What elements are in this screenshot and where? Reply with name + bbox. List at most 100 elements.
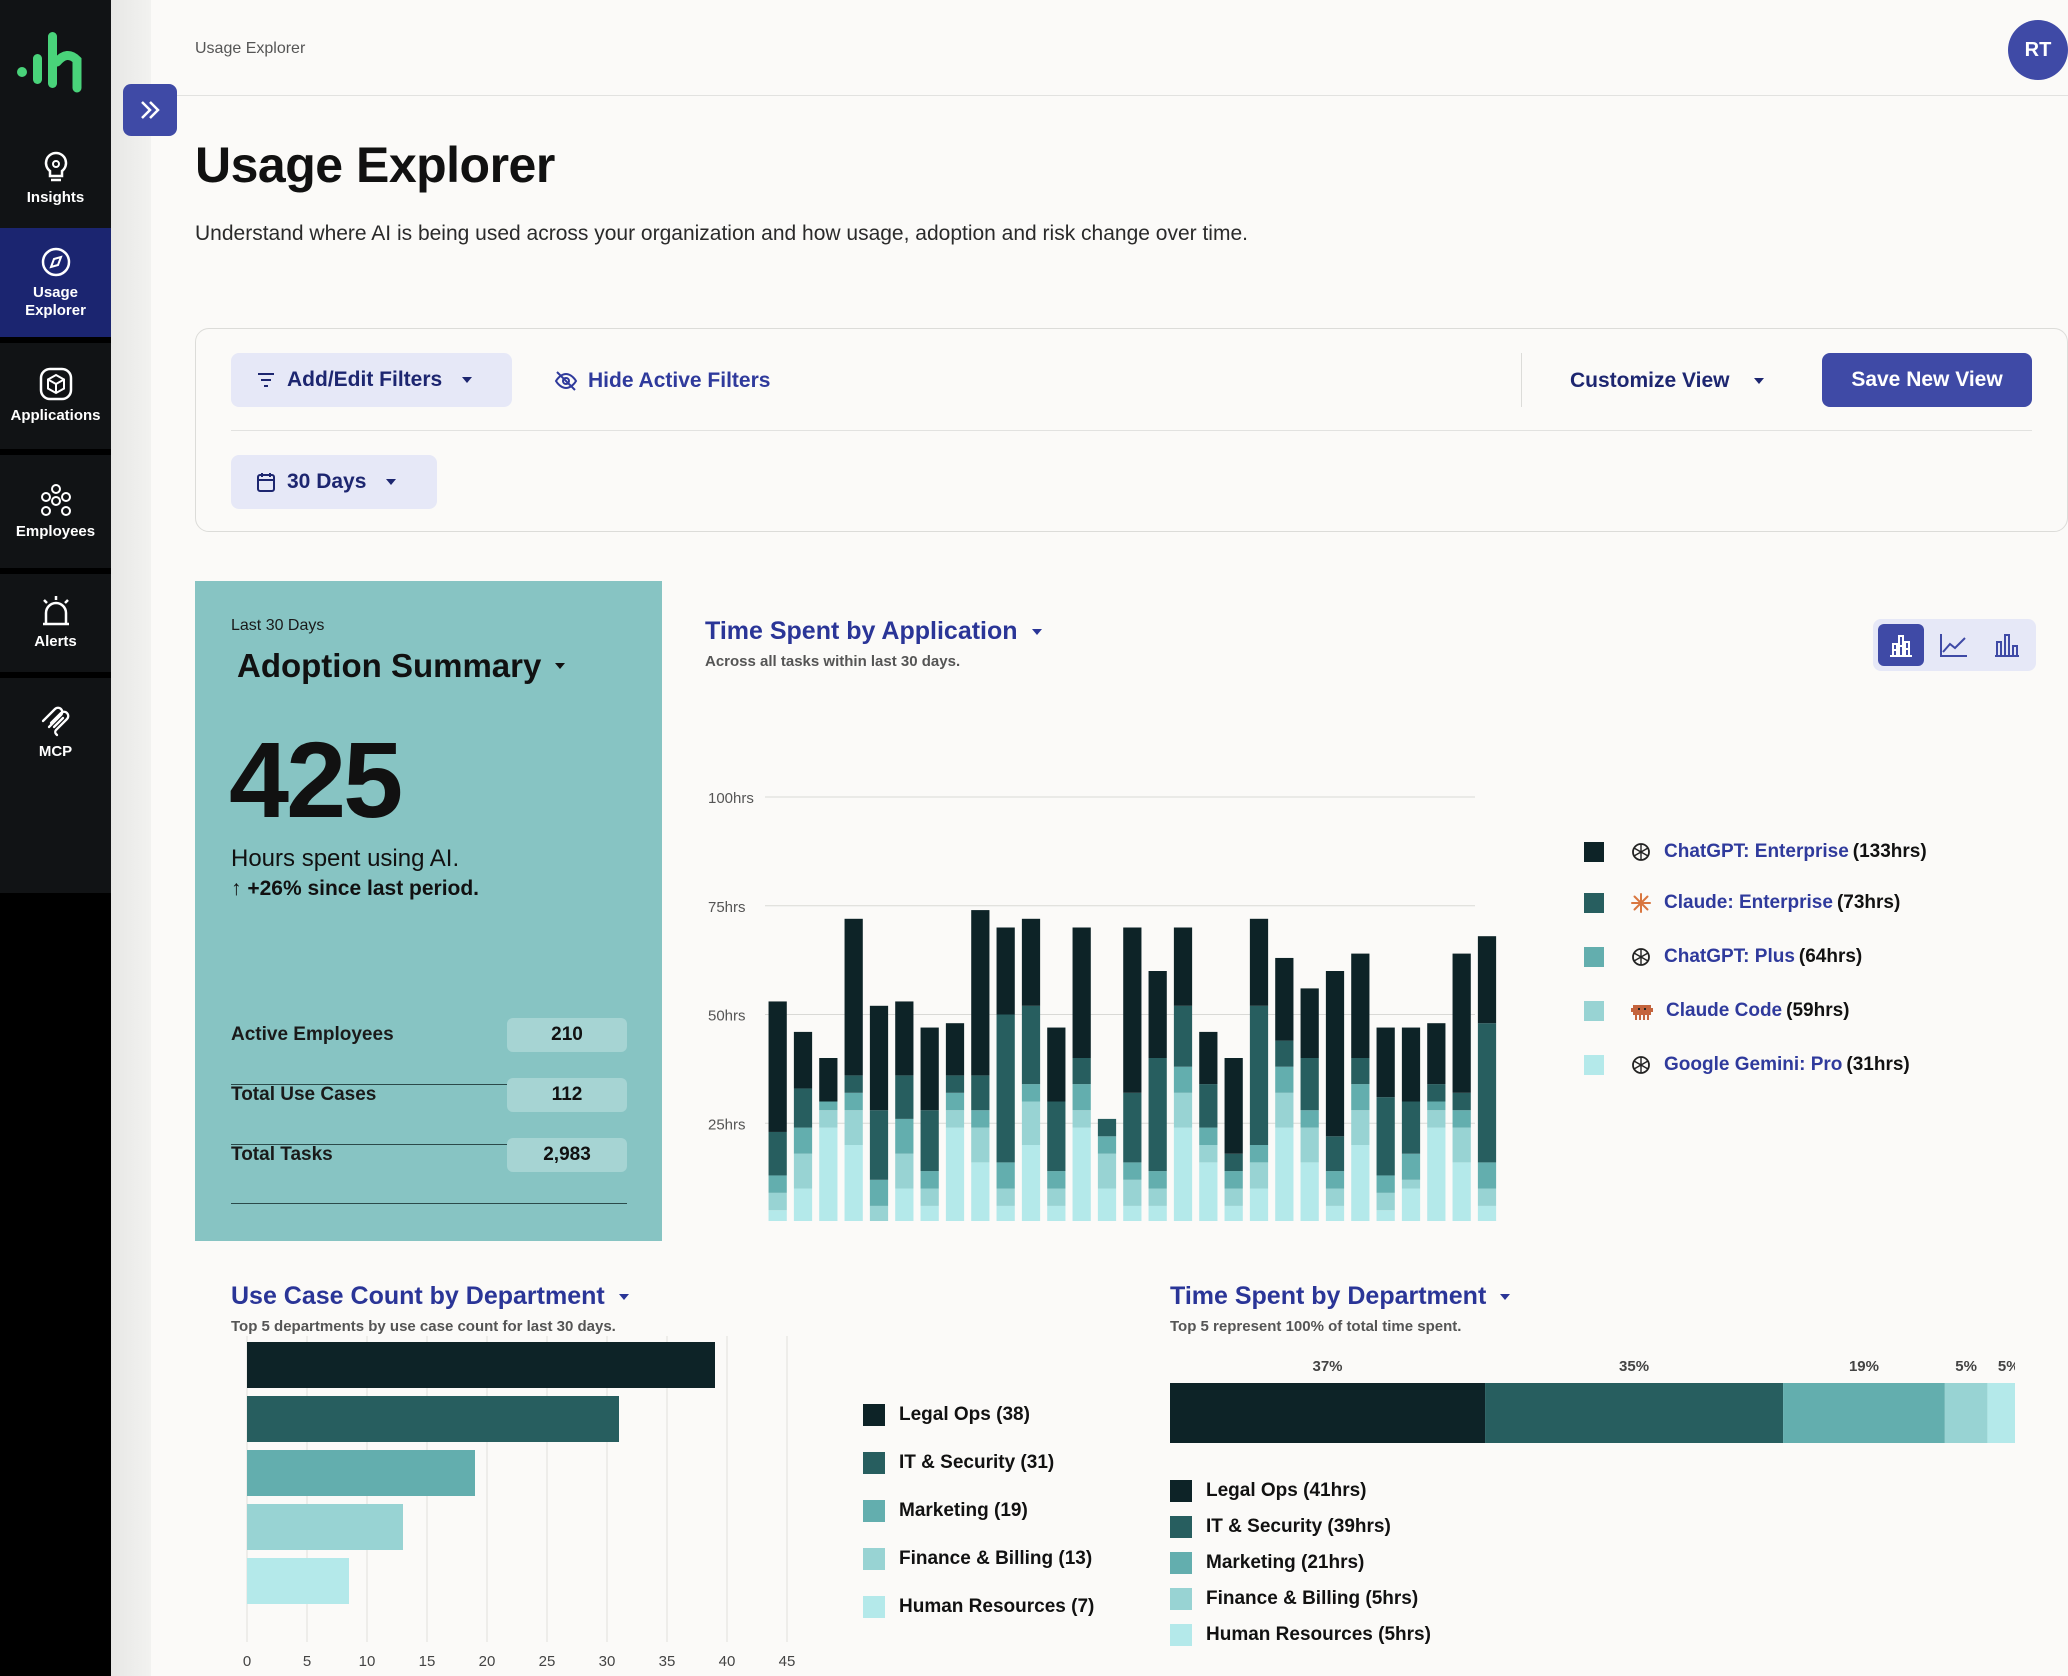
bar-segment[interactable] (1249, 918, 1269, 1006)
legend-item[interactable]: Legal Ops (41hrs) (1170, 1480, 1367, 1502)
bar-segment[interactable] (1300, 1110, 1319, 1128)
legend-item[interactable]: ChatGPT: Enterprise (133hrs) (1584, 841, 1927, 863)
nav-alerts[interactable]: Alerts (0, 574, 111, 672)
stacked-bar-view-button[interactable] (1878, 624, 1924, 666)
bar-segment[interactable] (996, 1205, 1015, 1221)
bar-segment[interactable] (1275, 1040, 1294, 1067)
bar-segment[interactable] (1148, 1171, 1167, 1189)
bar-segment[interactable] (1123, 1205, 1142, 1221)
bar-segment[interactable] (1072, 1084, 1091, 1111)
bar-segment[interactable] (819, 1127, 838, 1221)
bar-segment[interactable] (1249, 1188, 1269, 1222)
nav-mcp[interactable]: MCP (0, 678, 111, 788)
bar-segment[interactable] (869, 1005, 889, 1111)
bar-segment[interactable] (1249, 1005, 1269, 1145)
bar-segment[interactable] (844, 1110, 863, 1145)
bar[interactable] (247, 1342, 715, 1388)
bar-segment[interactable] (1452, 1127, 1471, 1163)
bar-segment[interactable] (1123, 927, 1142, 1093)
bar-segment[interactable] (945, 1075, 965, 1093)
bar-segment[interactable] (844, 918, 863, 1076)
bar-segment[interactable] (1123, 1162, 1142, 1180)
bar-segment[interactable] (1047, 1205, 1066, 1221)
bar-segment[interactable] (1072, 1127, 1091, 1221)
bar-segment[interactable] (1351, 953, 1370, 1058)
bar[interactable] (247, 1504, 403, 1550)
bar-segment[interactable] (1427, 1084, 1446, 1102)
bar-segment[interactable] (1427, 1110, 1446, 1128)
bar-segment[interactable] (945, 1092, 965, 1111)
bar-segment[interactable] (1199, 1084, 1218, 1128)
bar-segment[interactable] (1123, 1092, 1142, 1163)
bar-segment[interactable] (996, 927, 1015, 1015)
bar-segment[interactable] (793, 1031, 813, 1089)
bar-segment[interactable] (1325, 1136, 1345, 1172)
bar-segment[interactable] (1047, 1027, 1066, 1102)
bar-segment[interactable] (895, 1001, 914, 1076)
bar-segment[interactable] (1097, 1136, 1117, 1154)
bar-segment[interactable] (1376, 1210, 1395, 1221)
legend-item[interactable]: IT & Security (39hrs) (1170, 1516, 1391, 1538)
bar-segment[interactable] (793, 1088, 813, 1128)
bar-segment[interactable] (1376, 1097, 1395, 1176)
bar-segment[interactable] (920, 1205, 939, 1221)
bar-segment[interactable] (1401, 1027, 1421, 1102)
bar-segment[interactable] (1097, 1153, 1117, 1189)
bar-segment[interactable] (895, 1153, 914, 1189)
bar-segment[interactable] (895, 1075, 914, 1119)
bar-segment[interactable] (844, 1145, 863, 1221)
avatar[interactable]: RT (2008, 20, 2068, 80)
bar-segment[interactable] (1021, 1005, 1041, 1085)
bar-segment[interactable] (971, 1110, 990, 1128)
bar-view-button[interactable] (1984, 624, 2030, 666)
bar-segment[interactable] (1452, 1092, 1471, 1111)
bar-segment[interactable] (1275, 1066, 1294, 1093)
bar-segment[interactable] (945, 1023, 965, 1076)
bar-segment[interactable] (1300, 1162, 1319, 1221)
bar-segment[interactable] (1275, 1092, 1294, 1128)
bar-segment[interactable] (1477, 936, 1497, 1024)
bar-segment[interactable] (971, 1075, 990, 1111)
bar-segment[interactable] (1173, 927, 1193, 1006)
bar-segment[interactable] (768, 1131, 787, 1176)
bar-segment[interactable] (768, 1001, 787, 1132)
save-new-view-button[interactable]: Save New View (1822, 353, 2032, 407)
add-edit-filters-button[interactable]: Add/Edit Filters (231, 353, 512, 407)
bar-segment[interactable] (869, 1205, 889, 1221)
bar-segment[interactable] (996, 1188, 1015, 1206)
bar-segment[interactable] (1173, 1005, 1193, 1067)
bar-segment[interactable] (844, 1075, 863, 1093)
bar-segment[interactable] (1199, 1145, 1218, 1163)
bar-segment[interactable] (1097, 1118, 1117, 1137)
bar-segment[interactable] (1452, 1162, 1471, 1221)
bar-segment[interactable] (1477, 1188, 1497, 1206)
nav-insights[interactable]: Insights (0, 132, 111, 226)
use-case-by-department-dropdown[interactable]: Use Case Count by Department (231, 1282, 629, 1311)
bar-segment[interactable] (1047, 1101, 1066, 1172)
legend-item[interactable]: Marketing (19) (863, 1500, 1028, 1522)
bar-segment[interactable] (1072, 927, 1091, 1059)
bar-segment[interactable] (1173, 1127, 1193, 1221)
bar-segment[interactable] (1224, 1171, 1243, 1189)
bar-segment[interactable] (1047, 1188, 1066, 1206)
bar-segment[interactable] (1325, 1188, 1345, 1206)
legend-item[interactable]: Marketing (21hrs) (1170, 1552, 1364, 1574)
bar-segment[interactable] (1376, 1192, 1395, 1211)
adoption-summary-dropdown[interactable]: Adoption Summary (237, 647, 566, 685)
bar-segment[interactable] (1300, 988, 1319, 1058)
bar-segment[interactable] (1325, 1171, 1345, 1189)
bar-segment[interactable] (1199, 1127, 1218, 1145)
bar-segment[interactable] (1944, 1383, 1988, 1443)
legend-item[interactable]: Human Resources (5hrs) (1170, 1624, 1431, 1646)
nav-usage-explorer[interactable]: Usage Explorer (0, 228, 111, 337)
legend-item[interactable]: Claude: Enterprise (73hrs) (1584, 892, 1900, 914)
bar-segment[interactable] (1148, 971, 1167, 1058)
bar-segment[interactable] (945, 1110, 965, 1128)
nav-applications[interactable]: Applications (0, 343, 111, 449)
bar-segment[interactable] (920, 1027, 939, 1111)
bar-segment[interactable] (895, 1188, 914, 1222)
bar-segment[interactable] (1173, 1092, 1193, 1128)
bar-segment[interactable] (1401, 1188, 1421, 1222)
bar-segment[interactable] (1047, 1171, 1066, 1189)
bar-segment[interactable] (1783, 1383, 1945, 1443)
